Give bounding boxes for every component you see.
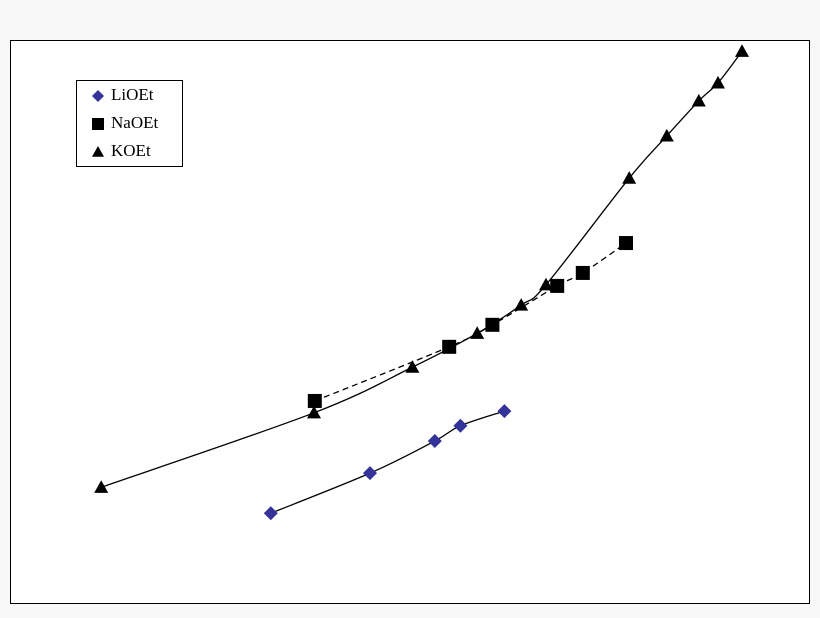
triangle-marker [659,128,674,142]
triangle-marker [514,298,529,311]
triangle-marker [307,405,321,419]
triangle-marker [735,44,749,57]
diamond-marker [92,90,104,102]
diamond-marker [263,506,278,521]
triangle-marker [405,360,420,373]
diamond-marker [497,404,512,419]
diamond-marker [427,434,442,449]
triangle-marker [622,171,637,184]
square-marker [575,265,590,280]
diamond-marker [453,418,468,433]
fit-line [270,410,505,514]
legend-label: NaOEt [111,113,158,132]
triangle-marker [691,93,706,107]
diamond-marker [363,466,377,481]
square-marker [619,236,633,251]
triangle-marker [711,75,725,89]
triangle-marker [470,326,485,339]
square-marker [485,317,500,332]
markers [94,44,749,521]
triangle-marker [92,146,104,157]
legend: LiOEt NaOEt KOEt [92,85,158,160]
square-marker [442,339,457,354]
legend-label: LiOEt [111,85,154,104]
square-marker [92,118,104,130]
fit-line [314,242,627,402]
triangle-marker [94,480,109,493]
legend-label: KOEt [111,141,151,160]
square-marker [550,278,565,293]
square-marker [307,393,322,408]
triangle-marker [539,277,553,291]
